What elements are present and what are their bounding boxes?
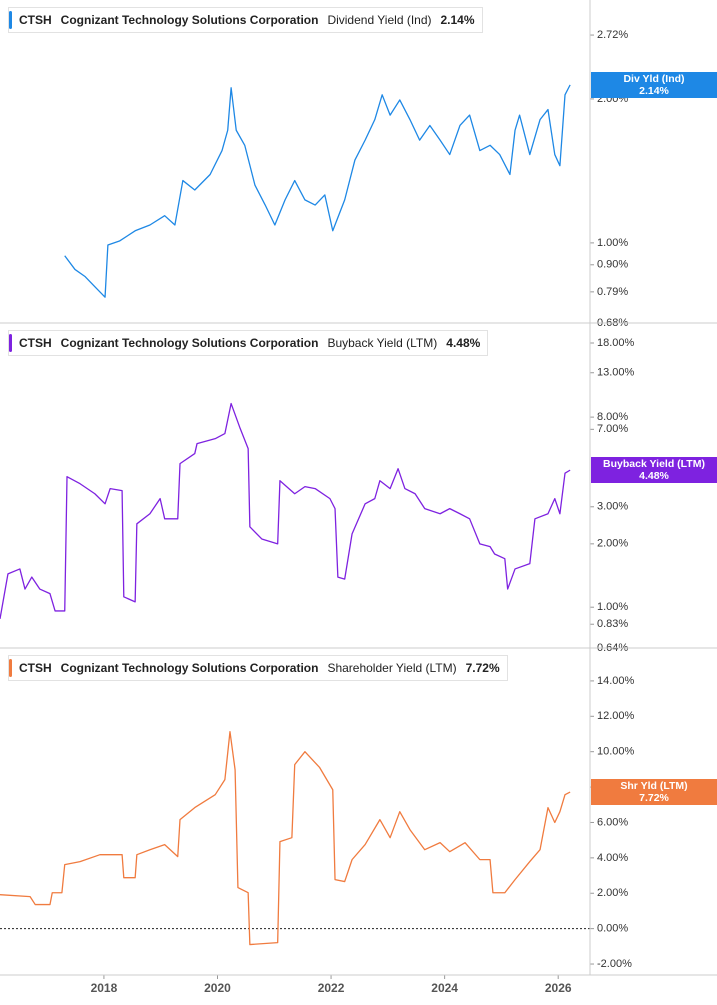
y-tick-label: 13.00%	[597, 367, 635, 379]
y-tick-label: 1.00%	[597, 237, 628, 249]
legend: CTSH Cognizant Technology Solutions Corpo…	[8, 7, 483, 33]
y-tick-label: 2.00%	[597, 887, 628, 899]
legend-value: 2.14%	[440, 13, 475, 27]
y-tick-label: 2.72%	[597, 29, 628, 41]
y-tick-label: 12.00%	[597, 710, 635, 722]
series-line	[64, 84, 571, 298]
legend-swatch	[9, 11, 12, 29]
x-tick-label: 2020	[204, 981, 231, 995]
y-tick-label: 0.00%	[597, 923, 628, 935]
legend-series: Shareholder Yield (LTM)	[327, 661, 457, 675]
y-tick-label: 0.90%	[597, 259, 628, 271]
legend: CTSH Cognizant Technology Solutions Corpo…	[8, 655, 508, 681]
legend-series: Dividend Yield (Ind)	[327, 13, 432, 27]
value-badge: Shr Yld (LTM) 7.72%	[591, 779, 717, 806]
badge-name: Div Yld (Ind)	[623, 72, 685, 85]
legend-company: Cognizant Technology Solutions Corporati…	[60, 13, 319, 27]
legend-swatch	[9, 334, 12, 352]
series-line	[0, 402, 571, 620]
legend: CTSH Cognizant Technology Solutions Corpo…	[8, 330, 489, 356]
legend-company: Cognizant Technology Solutions Corporati…	[60, 336, 319, 350]
badge-value: 7.72%	[639, 792, 669, 805]
value-badge: Div Yld (Ind) 2.14%	[591, 71, 717, 98]
y-tick-label: 1.00%	[597, 601, 628, 613]
y-tick-label: 0.83%	[597, 618, 628, 630]
legend-ticker: CTSH	[19, 13, 52, 27]
badge-name: Buyback Yield (LTM)	[603, 458, 705, 471]
y-tick-label: 3.00%	[597, 501, 628, 513]
y-tick-label: 18.00%	[597, 337, 635, 349]
legend-series: Buyback Yield (LTM)	[327, 336, 438, 350]
badge-value: 2.14%	[639, 84, 669, 97]
legend-swatch	[9, 659, 12, 677]
legend-value: 7.72%	[465, 661, 500, 675]
legend-value: 4.48%	[446, 336, 481, 350]
value-badge: Buyback Yield (LTM) 4.48%	[591, 457, 717, 484]
series-line	[0, 731, 571, 946]
badge-value: 4.48%	[639, 470, 669, 483]
y-tick-label: -2.00%	[597, 958, 632, 970]
legend-ticker: CTSH	[19, 661, 52, 675]
x-tick-label: 2022	[318, 981, 345, 995]
y-tick-label: 7.00%	[597, 423, 628, 435]
x-tick-label: 2018	[91, 981, 118, 995]
x-tick-label: 2026	[545, 981, 572, 995]
y-tick-label: 0.79%	[597, 286, 628, 298]
y-tick-label: 14.00%	[597, 675, 635, 687]
y-tick-label: 6.00%	[597, 816, 628, 828]
badge-name: Shr Yld (LTM)	[620, 780, 688, 793]
x-tick-label: 2024	[431, 981, 458, 995]
y-tick-label: 10.00%	[597, 746, 635, 758]
legend-ticker: CTSH	[19, 336, 52, 350]
y-tick-label: 8.00%	[597, 411, 628, 423]
y-tick-label: 4.00%	[597, 852, 628, 864]
y-tick-label: 2.00%	[597, 538, 628, 550]
legend-company: Cognizant Technology Solutions Corporati…	[60, 661, 319, 675]
